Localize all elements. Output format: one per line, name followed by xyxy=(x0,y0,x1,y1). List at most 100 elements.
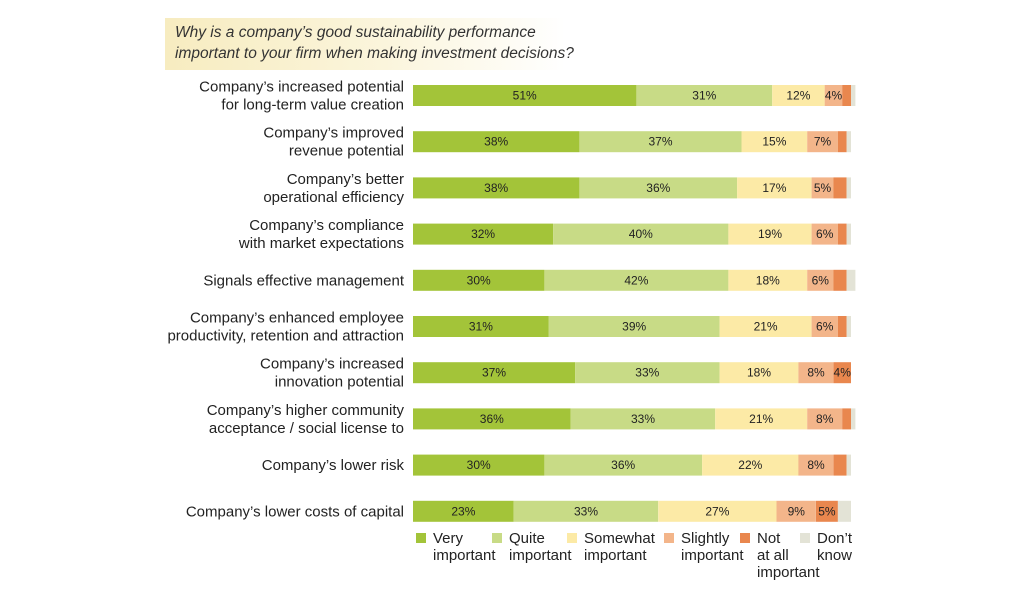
legend-label: important xyxy=(433,547,496,564)
data-label: 30% xyxy=(467,458,491,472)
legend-label: Somewhat xyxy=(584,530,656,547)
data-label: 37% xyxy=(648,135,672,149)
bar-segment xyxy=(413,500,514,522)
bar-segment xyxy=(816,500,838,522)
data-label: 40% xyxy=(629,227,653,241)
category-label: Company’s higher community xyxy=(207,402,405,419)
data-label: 32% xyxy=(471,227,495,241)
bar-segment xyxy=(846,454,851,476)
data-label: 36% xyxy=(646,181,670,195)
question-line-1: Why is a company’s good sustainability p… xyxy=(175,24,536,41)
data-label: 33% xyxy=(635,366,659,380)
bar-segment xyxy=(811,177,834,199)
data-label: 19% xyxy=(758,227,782,241)
bar-segment xyxy=(579,177,738,199)
bar-segment xyxy=(413,362,576,384)
bar-segment xyxy=(413,85,637,106)
data-label: 8% xyxy=(816,412,834,426)
legend-label: important xyxy=(757,564,820,581)
data-label: 8% xyxy=(807,458,825,472)
bar-segment xyxy=(544,269,729,291)
bar-segment xyxy=(575,362,720,384)
bar-segment xyxy=(842,85,851,106)
legend-label: Don’t xyxy=(817,530,853,547)
category-label: with market expectations xyxy=(238,235,404,252)
bar-segment xyxy=(413,131,580,153)
data-label: 4% xyxy=(825,89,843,103)
bar-segment xyxy=(846,316,851,337)
data-label: 33% xyxy=(574,504,598,518)
bar-segment xyxy=(837,316,847,337)
data-label: 17% xyxy=(762,181,786,195)
bar-segment xyxy=(737,177,812,199)
bar-segment xyxy=(715,408,808,430)
bar-segment xyxy=(553,223,729,245)
bar-segment xyxy=(811,223,838,245)
data-label: 36% xyxy=(480,412,504,426)
question-banner xyxy=(165,18,565,70)
legend-label: important xyxy=(584,547,647,564)
legend-label: important xyxy=(681,547,744,564)
legend-swatch xyxy=(740,533,750,543)
data-label: 31% xyxy=(692,89,716,103)
legend-label: important xyxy=(509,547,572,564)
bar-segment xyxy=(811,316,838,337)
question-text: Why is a company’s good sustainability p… xyxy=(175,22,595,64)
bar-segment xyxy=(833,362,851,384)
bar-segment xyxy=(728,223,812,245)
data-label: 36% xyxy=(611,458,635,472)
bar-segment xyxy=(413,316,549,337)
legend: VeryimportantQuiteimportantSomewhatimpor… xyxy=(416,530,853,581)
category-label: acceptance / social license to xyxy=(209,420,404,437)
legend-swatch xyxy=(800,533,810,543)
data-label: 7% xyxy=(814,135,832,149)
bars: 51% 31% 12% 4% 38% 37% 15% 7% 38% 36% 17% 5% 32% 40% 1… xyxy=(413,85,856,522)
bar-segment xyxy=(413,177,580,199)
legend-label: know xyxy=(817,547,852,564)
data-label: 6% xyxy=(816,320,834,334)
data-label: 18% xyxy=(756,273,780,287)
data-label: 15% xyxy=(762,135,786,149)
data-label: 6% xyxy=(816,227,834,241)
bar-segment xyxy=(772,85,825,106)
data-label: 37% xyxy=(482,366,506,380)
category-label: innovation potential xyxy=(275,374,404,391)
category-label: Company’s lower costs of capital xyxy=(186,503,404,520)
category-label: Signals effective management xyxy=(203,272,405,289)
bar-segment xyxy=(807,131,838,153)
legend-swatch xyxy=(492,533,502,543)
category-label: Company’s improved xyxy=(263,125,404,142)
category-label: Company’s better xyxy=(287,171,404,188)
data-label: 21% xyxy=(749,412,773,426)
bar-segment xyxy=(776,500,816,522)
bar-segment xyxy=(851,85,856,106)
category-label: productivity, retention and attraction xyxy=(167,328,404,345)
data-label: 22% xyxy=(738,458,762,472)
category-label: Company’s compliance xyxy=(249,217,404,234)
bar-segment xyxy=(798,454,834,476)
bar-segment xyxy=(846,131,851,153)
data-label: 18% xyxy=(747,366,771,380)
bar-segment xyxy=(846,177,851,199)
bar-segment xyxy=(513,500,659,522)
bar-segment xyxy=(851,408,856,430)
bar-segment xyxy=(837,131,847,153)
bar-segment xyxy=(807,269,834,291)
bar-segment xyxy=(719,316,812,337)
data-label: 9% xyxy=(788,504,806,518)
data-label: 51% xyxy=(513,89,537,103)
category-label: Company’s increased potential xyxy=(199,79,404,96)
bar-segment xyxy=(728,269,808,291)
bar-segment xyxy=(846,269,856,291)
bar-segment xyxy=(833,177,847,199)
bar-segment xyxy=(702,454,799,476)
legend-label: Slightly xyxy=(681,530,730,547)
bar-segment xyxy=(413,269,545,291)
bar-segment xyxy=(636,85,773,106)
bar-segment xyxy=(837,223,847,245)
data-label: 30% xyxy=(467,273,491,287)
legend-label: Not xyxy=(757,530,781,547)
bar-segment xyxy=(833,269,847,291)
